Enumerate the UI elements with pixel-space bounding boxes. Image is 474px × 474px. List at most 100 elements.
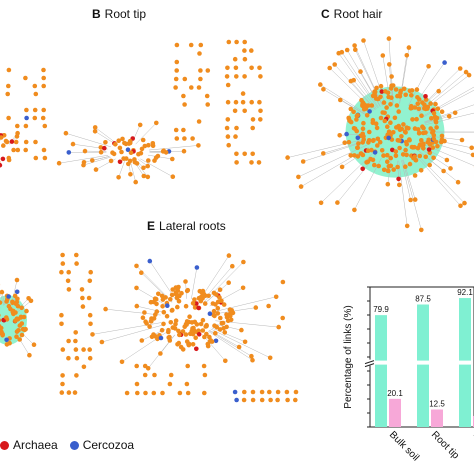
panel-label-e: E Lateral roots bbox=[147, 219, 226, 233]
network-node bbox=[225, 134, 231, 139]
network-node bbox=[164, 313, 170, 319]
network-node bbox=[404, 152, 409, 158]
network-node bbox=[352, 126, 358, 131]
archaea-node bbox=[0, 162, 3, 168]
network-node bbox=[406, 45, 412, 50]
network-node bbox=[249, 160, 254, 165]
network-node bbox=[230, 263, 235, 269]
network-node bbox=[233, 134, 238, 139]
network-link bbox=[83, 156, 111, 166]
network-node bbox=[200, 328, 206, 333]
network-node bbox=[178, 344, 184, 350]
network-node bbox=[73, 347, 79, 352]
network-node bbox=[185, 287, 191, 293]
network-node bbox=[259, 389, 265, 395]
network-link bbox=[17, 329, 35, 345]
network-node bbox=[227, 307, 233, 312]
network-node bbox=[339, 49, 345, 55]
network-node bbox=[146, 158, 151, 163]
network-node bbox=[410, 145, 416, 150]
network-node bbox=[73, 338, 78, 344]
network-node bbox=[234, 151, 239, 157]
bar bbox=[389, 398, 401, 427]
network-link bbox=[415, 153, 465, 204]
axis-break bbox=[364, 359, 375, 368]
network-node bbox=[435, 106, 441, 111]
network-node bbox=[415, 101, 421, 107]
network-node bbox=[412, 197, 418, 202]
network-node bbox=[140, 315, 146, 321]
network-node bbox=[103, 140, 108, 145]
legend-swatch bbox=[69, 440, 79, 450]
network-node bbox=[356, 141, 361, 146]
network-node bbox=[66, 355, 71, 361]
network-node bbox=[373, 96, 379, 101]
network-node bbox=[242, 151, 247, 157]
network-node bbox=[137, 122, 143, 128]
network-node bbox=[318, 200, 324, 206]
bar-value-label: 87.5 bbox=[415, 295, 431, 304]
network-node bbox=[190, 342, 196, 347]
network-node bbox=[382, 118, 388, 124]
network-link bbox=[17, 298, 29, 311]
network-node bbox=[66, 338, 71, 344]
network-node bbox=[121, 156, 126, 161]
network-node bbox=[298, 184, 304, 189]
network-node bbox=[374, 125, 380, 131]
cercozoa-node bbox=[14, 289, 20, 295]
network-node bbox=[128, 150, 134, 155]
network-node bbox=[239, 327, 244, 333]
network-node bbox=[360, 131, 366, 137]
network-node bbox=[421, 125, 426, 131]
network-node bbox=[348, 78, 354, 84]
network-link bbox=[323, 89, 369, 117]
network-link bbox=[287, 138, 365, 158]
network-node bbox=[293, 397, 298, 403]
archaea-node bbox=[0, 156, 6, 162]
network-node bbox=[159, 293, 165, 299]
network-node bbox=[213, 302, 218, 307]
network-node bbox=[175, 304, 180, 310]
network-node bbox=[31, 342, 37, 348]
network-node bbox=[257, 99, 262, 105]
network-node bbox=[173, 85, 178, 90]
network-node bbox=[87, 278, 93, 284]
network-node bbox=[26, 296, 31, 301]
network-node bbox=[0, 318, 2, 323]
network-node bbox=[135, 390, 140, 396]
network-node bbox=[163, 295, 168, 300]
network-node bbox=[433, 139, 439, 145]
bar-break bbox=[459, 360, 471, 365]
archaea-node bbox=[196, 332, 202, 337]
network-node bbox=[404, 125, 410, 130]
network-node bbox=[132, 157, 137, 162]
network-node bbox=[66, 287, 72, 292]
archaea-node bbox=[194, 301, 199, 306]
network-node bbox=[391, 167, 397, 172]
archaea-node bbox=[379, 89, 385, 94]
network-node bbox=[176, 284, 181, 290]
network-node bbox=[209, 339, 215, 344]
network-link bbox=[341, 52, 379, 108]
network-node bbox=[439, 133, 445, 139]
cercozoa-node bbox=[4, 337, 9, 343]
network-node bbox=[174, 42, 180, 48]
network-node bbox=[225, 65, 230, 71]
network-node bbox=[232, 56, 238, 62]
network-node bbox=[181, 127, 186, 133]
network-node bbox=[24, 308, 29, 314]
network-node bbox=[122, 140, 127, 146]
network-node bbox=[142, 363, 148, 369]
network-node bbox=[153, 155, 159, 160]
network-c-cluster bbox=[285, 36, 474, 233]
network-d-cluster bbox=[0, 277, 37, 358]
archaea-node bbox=[360, 166, 366, 172]
network-node bbox=[397, 145, 402, 151]
network-e-cluster bbox=[90, 253, 282, 371]
network-node bbox=[0, 324, 2, 329]
category-label: Root tip bbox=[429, 429, 461, 461]
network-node bbox=[24, 107, 29, 113]
network-node bbox=[348, 106, 354, 112]
network-node bbox=[389, 95, 394, 100]
cercozoa-node bbox=[158, 335, 164, 341]
